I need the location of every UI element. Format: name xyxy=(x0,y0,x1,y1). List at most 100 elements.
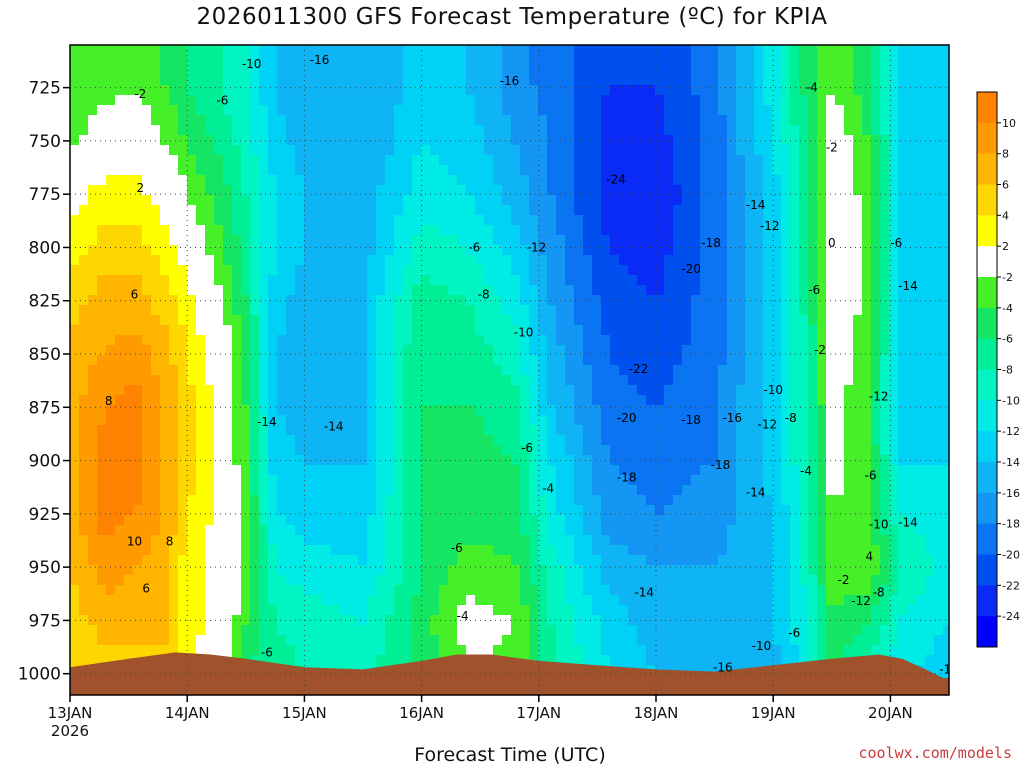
temperature-cell xyxy=(106,325,116,336)
temperature-cell xyxy=(646,185,656,196)
temperature-cell xyxy=(430,455,440,466)
temperature-cell xyxy=(592,275,602,286)
temperature-cell xyxy=(358,595,368,606)
temperature-cell xyxy=(115,315,125,326)
temperature-cell xyxy=(475,285,485,296)
temperature-cell xyxy=(628,445,638,456)
temperature-cell xyxy=(484,125,494,136)
temperature-cell xyxy=(151,635,161,646)
temperature-cell xyxy=(754,405,764,416)
temperature-cell xyxy=(502,345,512,356)
temperature-cell xyxy=(259,455,269,466)
temperature-cell xyxy=(547,565,557,576)
temperature-cell xyxy=(376,265,386,276)
temperature-cell xyxy=(556,145,566,156)
temperature-cell xyxy=(223,125,233,136)
temperature-cell xyxy=(736,85,746,96)
temperature-cell xyxy=(223,65,233,76)
temperature-cell xyxy=(214,285,224,296)
temperature-cell xyxy=(250,465,260,476)
temperature-cell xyxy=(196,165,206,176)
temperature-cell xyxy=(457,495,467,506)
temperature-cell xyxy=(637,385,647,396)
temperature-cell xyxy=(466,595,476,606)
temperature-cell xyxy=(700,455,710,466)
temperature-cell xyxy=(673,635,683,646)
temperature-cell xyxy=(70,335,80,346)
temperature-cell xyxy=(628,585,638,596)
temperature-cell xyxy=(205,55,215,66)
temperature-cell xyxy=(637,195,647,206)
temperature-cell xyxy=(169,95,179,106)
temperature-cell xyxy=(646,385,656,396)
temperature-cell xyxy=(727,105,737,116)
temperature-cell xyxy=(430,615,440,626)
temperature-cell xyxy=(133,65,143,76)
temperature-cell xyxy=(376,215,386,226)
temperature-cell xyxy=(448,55,458,66)
temperature-cell xyxy=(439,155,449,166)
temperature-cell xyxy=(313,315,323,326)
temperature-cell xyxy=(232,575,242,586)
temperature-cell xyxy=(592,575,602,586)
temperature-cell xyxy=(592,325,602,336)
temperature-cell xyxy=(268,335,278,346)
temperature-cell xyxy=(736,195,746,206)
temperature-cell xyxy=(430,115,440,126)
temperature-cell xyxy=(385,565,395,576)
temperature-cell xyxy=(340,655,350,666)
temperature-cell xyxy=(718,665,728,676)
temperature-cell xyxy=(259,195,269,206)
temperature-cell xyxy=(331,495,341,506)
temperature-cell xyxy=(412,455,422,466)
temperature-cell xyxy=(520,605,530,616)
temperature-cell xyxy=(736,125,746,136)
temperature-cell xyxy=(133,335,143,346)
temperature-cell xyxy=(412,355,422,366)
temperature-cell xyxy=(646,525,656,536)
temperature-cell xyxy=(124,525,134,536)
temperature-cell xyxy=(268,205,278,216)
temperature-cell xyxy=(259,85,269,96)
temperature-cell xyxy=(727,495,737,506)
temperature-cell xyxy=(457,85,467,96)
temperature-cell xyxy=(313,415,323,426)
temperature-cell xyxy=(430,155,440,166)
temperature-cell xyxy=(727,545,737,556)
temperature-cell xyxy=(646,355,656,366)
temperature-cell xyxy=(592,195,602,206)
temperature-cell xyxy=(367,185,377,196)
temperature-cell xyxy=(241,565,251,576)
temperature-cell xyxy=(304,65,314,76)
temperature-cell xyxy=(565,95,575,106)
temperature-cell xyxy=(394,345,404,356)
temperature-cell xyxy=(322,365,332,376)
temperature-cell xyxy=(367,505,377,516)
temperature-cell xyxy=(475,275,485,286)
temperature-cell xyxy=(349,125,359,136)
temperature-cell xyxy=(385,495,395,506)
temperature-cell xyxy=(178,365,188,376)
temperature-cell xyxy=(394,105,404,116)
temperature-cell xyxy=(709,525,719,536)
temperature-cell xyxy=(403,505,413,516)
temperature-cell xyxy=(466,315,476,326)
temperature-cell xyxy=(178,125,188,136)
temperature-cell xyxy=(565,425,575,436)
temperature-cell xyxy=(430,395,440,406)
temperature-cell xyxy=(682,535,692,546)
temperature-cell xyxy=(700,365,710,376)
temperature-cell xyxy=(241,635,251,646)
temperature-cell xyxy=(142,575,152,586)
temperature-cell xyxy=(646,415,656,426)
temperature-cell xyxy=(79,415,89,426)
temperature-cell xyxy=(349,345,359,356)
temperature-cell xyxy=(637,65,647,76)
temperature-cell xyxy=(313,155,323,166)
temperature-cell xyxy=(313,85,323,96)
temperature-cell xyxy=(682,125,692,136)
temperature-cell xyxy=(376,125,386,136)
temperature-cell xyxy=(358,535,368,546)
temperature-cell xyxy=(232,455,242,466)
temperature-cell xyxy=(664,135,674,146)
